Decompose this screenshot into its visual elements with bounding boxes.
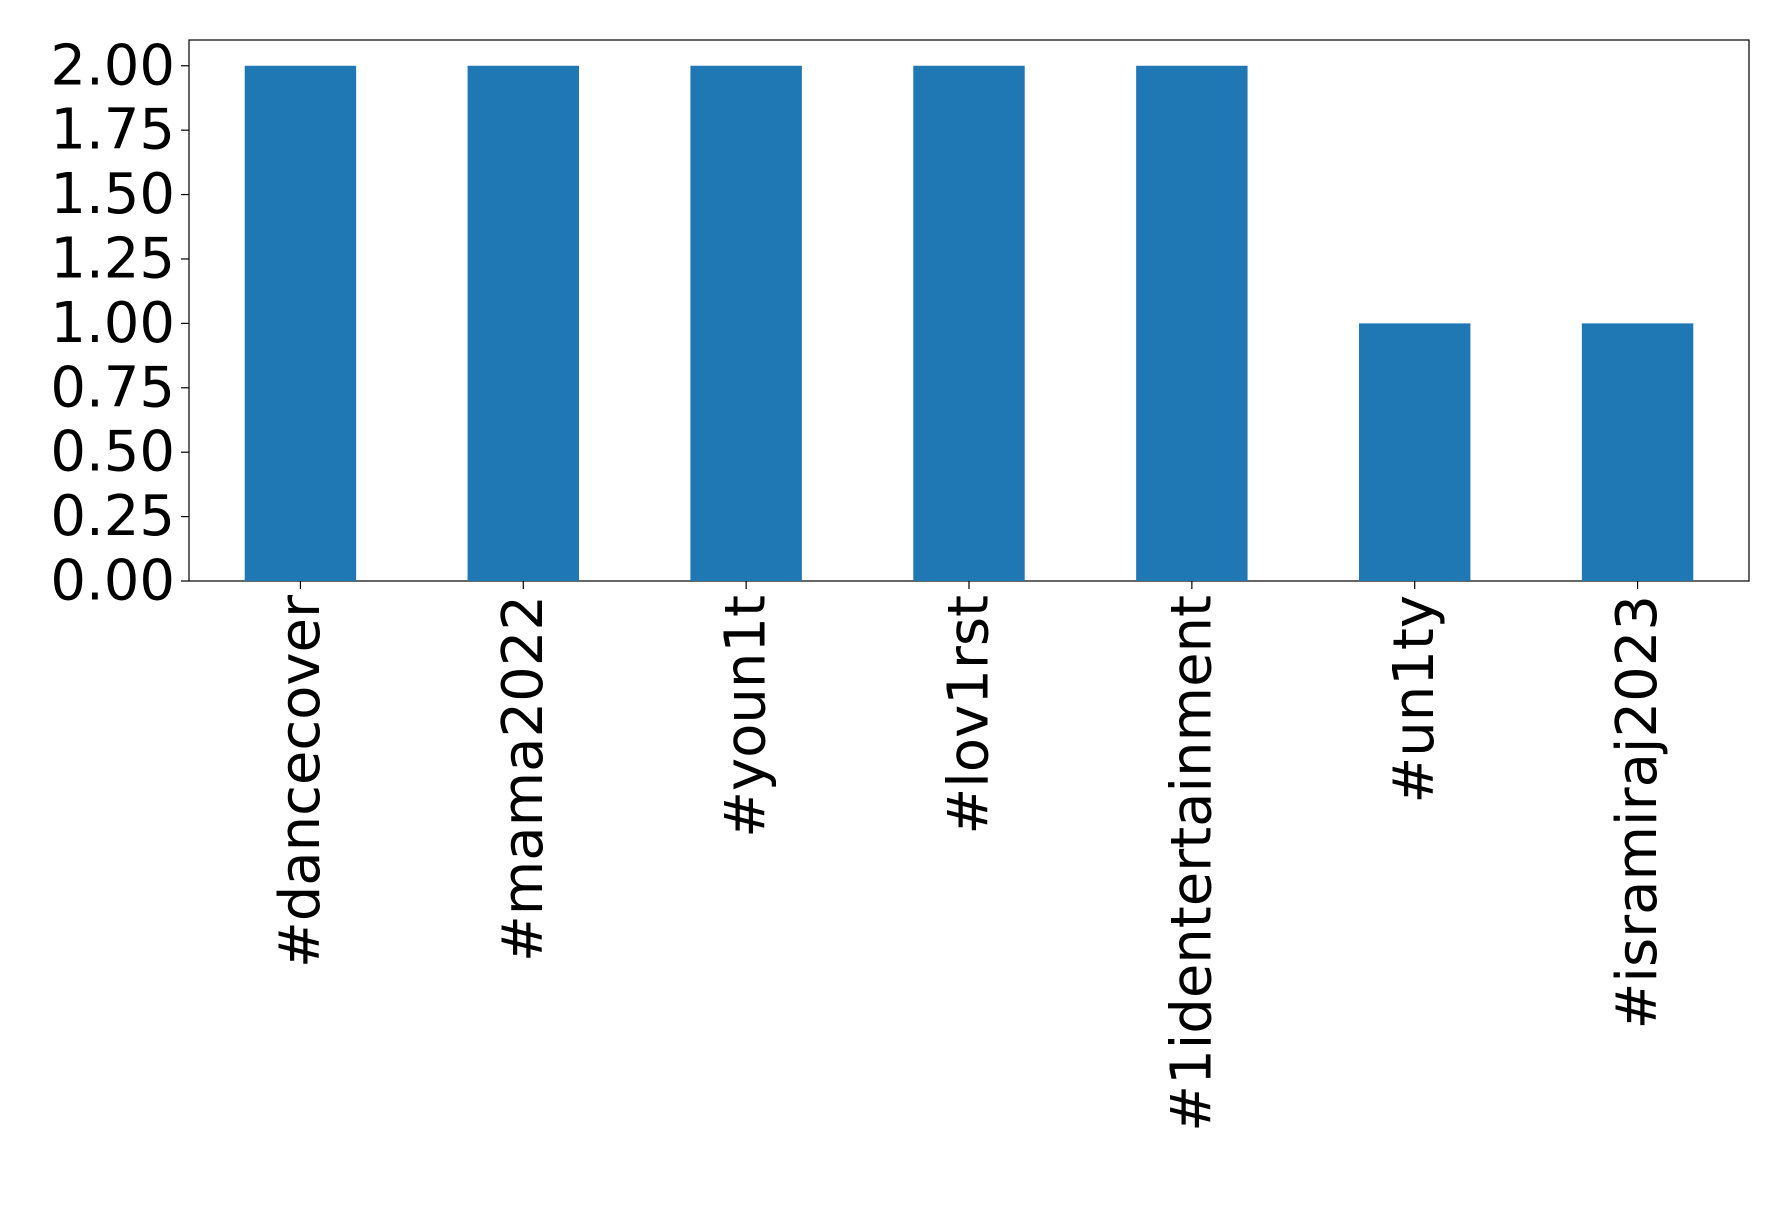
y-tick-label: 0.25 [50,484,175,549]
bar [1581,323,1694,581]
y-tick-label: 0.50 [50,420,175,485]
y-tick-label: 1.75 [50,98,175,163]
y-tick-label: 0.75 [50,355,175,420]
x-tick-label: #1identertainment [1159,595,1224,1132]
bar [244,65,357,581]
y-tick-label: 1.50 [50,162,175,227]
bar [913,65,1025,581]
bar [467,65,579,581]
x-tick-label: #isramiraj2023 [1605,595,1670,1030]
y-tick-label: 2.00 [50,33,175,98]
bar [1359,323,1471,581]
y-tick-label: 1.25 [50,226,175,291]
y-tick-label: 0.00 [50,549,175,614]
x-tick-label: #mama2022 [491,595,556,962]
y-tick-label: 1.00 [50,291,175,356]
x-tick-label: #un1ty [1382,595,1447,804]
bar [1136,65,1248,581]
x-tick-label: #youn1t [714,595,779,838]
x-tick-label: #dancecover [268,594,333,968]
x-tick-label: #lov1rst [937,595,1002,835]
bar [690,65,802,581]
